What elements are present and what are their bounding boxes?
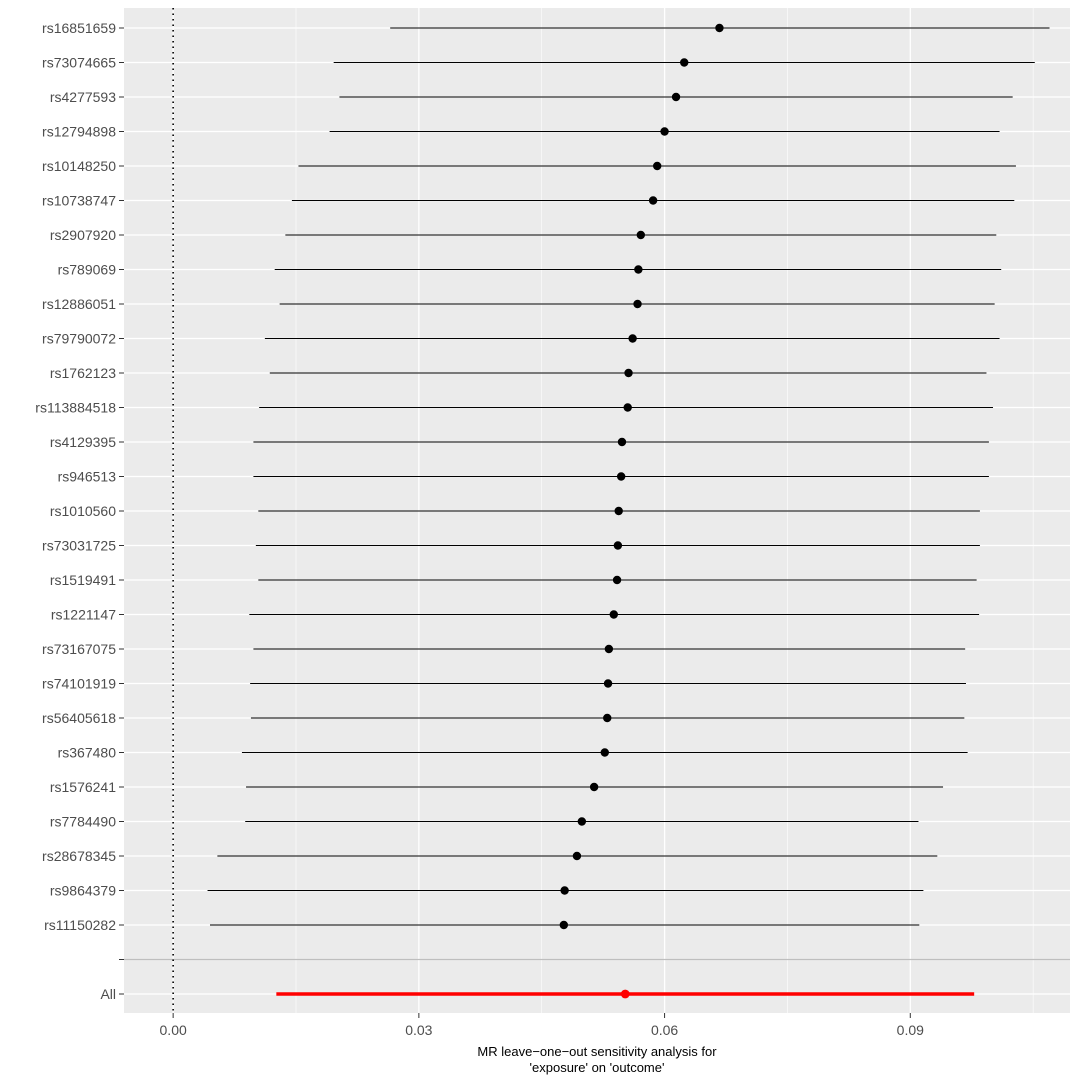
y-tick-label: rs12886051 bbox=[42, 296, 116, 312]
y-tick-label: rs1576241 bbox=[50, 779, 116, 795]
y-tick-label: rs7784490 bbox=[50, 814, 116, 830]
y-tick-label: rs73031725 bbox=[42, 538, 116, 554]
y-tick-label: rs4129395 bbox=[50, 434, 116, 450]
x-axis-title-line-2: 'exposure' on 'outcome' bbox=[530, 1060, 665, 1075]
y-tick-label: rs28678345 bbox=[42, 848, 116, 864]
y-tick-label: rs367480 bbox=[58, 745, 117, 761]
point-estimate bbox=[671, 92, 681, 102]
y-tick-label: rs10738747 bbox=[42, 193, 116, 209]
y-tick-label: rs16851659 bbox=[42, 20, 116, 36]
y-tick-label-all: All bbox=[100, 986, 116, 1002]
point-estimate bbox=[617, 437, 627, 447]
y-tick-label: rs1010560 bbox=[50, 503, 116, 519]
point-estimate bbox=[634, 265, 643, 274]
point-estimate bbox=[616, 472, 626, 481]
point-estimate bbox=[715, 23, 724, 33]
y-tick-label: rs1519491 bbox=[50, 572, 116, 588]
y-tick-label: rs10148250 bbox=[42, 158, 116, 174]
y-tick-label: rs946513 bbox=[58, 469, 117, 485]
y-tick-labels: rs16851659 rs73074665 rs4277593 rs12794898 r… bbox=[35, 20, 124, 1002]
y-tick-label: rs73074665 bbox=[42, 55, 116, 71]
y-tick-label: rs789069 bbox=[58, 262, 117, 278]
point-estimate bbox=[604, 644, 614, 654]
y-tick-label: rs1762123 bbox=[50, 365, 116, 381]
x-tick-labels: 0.00 0.03 0.06 0.09 bbox=[160, 1013, 924, 1038]
y-tick-label: rs73167075 bbox=[42, 641, 116, 657]
x-tick-label: 0.06 bbox=[651, 1022, 678, 1038]
overall-point-estimate bbox=[620, 989, 630, 999]
point-estimate bbox=[572, 851, 582, 861]
x-tick-label: 0.03 bbox=[405, 1022, 432, 1038]
point-estimate bbox=[603, 679, 613, 688]
point-estimate bbox=[613, 541, 623, 550]
point-estimate bbox=[560, 886, 569, 895]
point-estimate bbox=[680, 58, 689, 67]
y-tick-label: rs9864379 bbox=[50, 883, 116, 899]
y-tick-label: rs4277593 bbox=[50, 89, 116, 105]
y-tick-label: rs113884518 bbox=[35, 400, 116, 416]
point-estimate bbox=[559, 920, 569, 930]
point-estimate bbox=[623, 403, 632, 412]
y-tick-label: rs74101919 bbox=[42, 676, 116, 692]
point-estimate bbox=[633, 299, 642, 309]
point-estimate bbox=[612, 575, 622, 585]
point-estimate bbox=[636, 230, 646, 240]
point-estimate bbox=[577, 817, 587, 826]
point-estimate bbox=[660, 127, 669, 136]
point-estimate bbox=[624, 368, 633, 378]
point-estimate bbox=[653, 161, 662, 171]
point-estimates bbox=[559, 23, 724, 999]
point-estimate bbox=[628, 334, 637, 343]
y-tick-label: rs1221147 bbox=[51, 607, 116, 623]
point-estimate bbox=[603, 713, 612, 723]
y-tick-label: rs56405618 bbox=[42, 710, 116, 726]
point-estimate bbox=[589, 782, 599, 792]
x-axis-title-line-1: MR leave−one−out sensitivity analysis fo… bbox=[477, 1044, 717, 1059]
point-estimate bbox=[614, 506, 623, 516]
y-tick-label: rs2907920 bbox=[50, 227, 116, 243]
point-estimate bbox=[648, 196, 658, 205]
x-tick-label: 0.00 bbox=[160, 1022, 187, 1038]
point-estimate bbox=[609, 610, 618, 619]
x-tick-label: 0.09 bbox=[897, 1022, 924, 1038]
y-tick-label: rs79790072 bbox=[42, 331, 116, 347]
point-estimate bbox=[600, 748, 609, 757]
y-tick-label: rs11150282 bbox=[44, 917, 116, 933]
y-tick-label: rs12794898 bbox=[42, 124, 116, 140]
